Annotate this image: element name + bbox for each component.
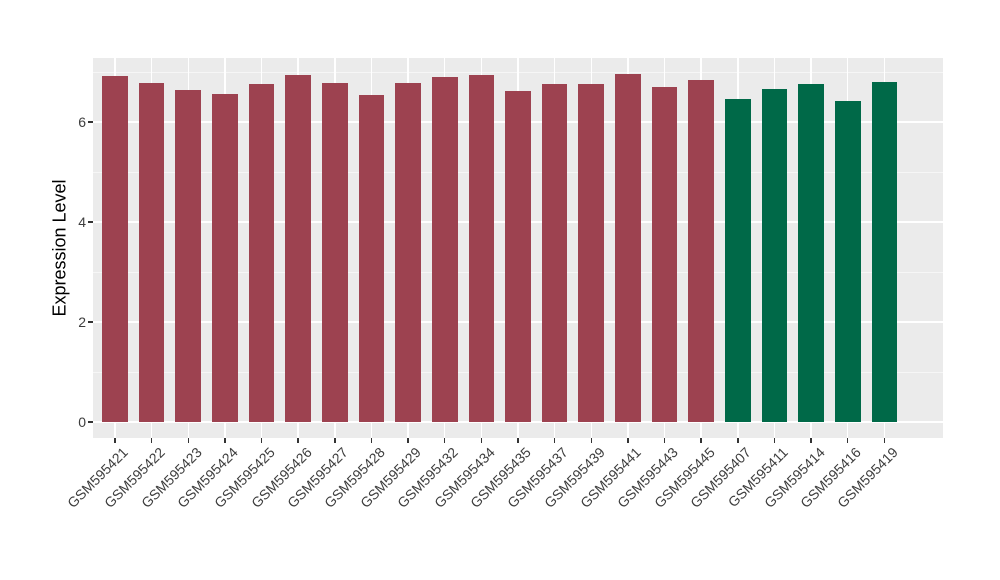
- bar-GSM595411: [761, 89, 788, 422]
- bar-GSM595428: [358, 94, 385, 422]
- x-tick-mark: [370, 438, 373, 443]
- bar-GSM595426: [285, 74, 311, 422]
- bar-GSM595437: [541, 83, 568, 422]
- y-tick-label: 6: [78, 114, 86, 130]
- bar-GSM595432: [431, 76, 458, 422]
- bar-GSM595425: [248, 83, 275, 422]
- bar-GSM595445: [688, 79, 714, 422]
- y-tick-mark: [88, 321, 93, 323]
- y-tick-mark: [88, 421, 93, 423]
- bar-GSM595439: [578, 83, 605, 422]
- x-tick-mark: [187, 438, 189, 443]
- bar-GSM595419: [871, 81, 898, 422]
- y-axis-title: Expression Level: [49, 179, 70, 317]
- bar-GSM595407: [725, 98, 751, 422]
- bar-GSM595422: [138, 82, 165, 422]
- bar-GSM595423: [175, 89, 202, 422]
- x-tick-mark: [114, 438, 116, 443]
- x-tick-mark: [627, 438, 629, 443]
- x-tick-mark: [444, 438, 446, 443]
- x-tick-mark: [224, 438, 226, 443]
- plot-panel: [93, 58, 943, 438]
- x-tick-mark: [737, 438, 739, 443]
- bar-GSM595416: [834, 100, 861, 422]
- x-tick-mark: [480, 438, 483, 443]
- y-tick-label: 4: [78, 214, 86, 230]
- x-tick-mark: [773, 438, 776, 443]
- bar-GSM595435: [505, 90, 531, 422]
- bar-GSM595421: [102, 76, 128, 422]
- y-tick-mark: [88, 121, 93, 123]
- bar-GSM595443: [651, 86, 678, 422]
- x-tick-mark: [407, 438, 409, 443]
- x-tick-mark: [700, 438, 702, 443]
- bar-GSM595414: [798, 84, 824, 422]
- x-tick-mark: [150, 438, 153, 443]
- x-tick-mark: [883, 438, 886, 443]
- y-tick-label: 2: [78, 314, 86, 330]
- y-tick-mark: [88, 221, 93, 223]
- bar-GSM595427: [321, 82, 348, 422]
- y-tick-label: 0: [78, 414, 86, 430]
- x-tick-mark: [663, 438, 666, 443]
- x-tick-mark: [260, 438, 263, 443]
- x-tick-mark: [297, 438, 299, 443]
- bar-GSM595434: [468, 74, 495, 422]
- bar-GSM595441: [615, 74, 641, 422]
- bar-GSM595429: [395, 82, 421, 422]
- bar-GSM595424: [212, 93, 238, 422]
- x-tick-mark: [590, 438, 592, 443]
- x-tick-mark: [847, 438, 849, 443]
- x-tick-mark: [553, 438, 556, 443]
- x-tick-mark: [810, 438, 812, 443]
- x-tick-mark: [334, 438, 336, 443]
- x-tick-mark: [517, 438, 519, 443]
